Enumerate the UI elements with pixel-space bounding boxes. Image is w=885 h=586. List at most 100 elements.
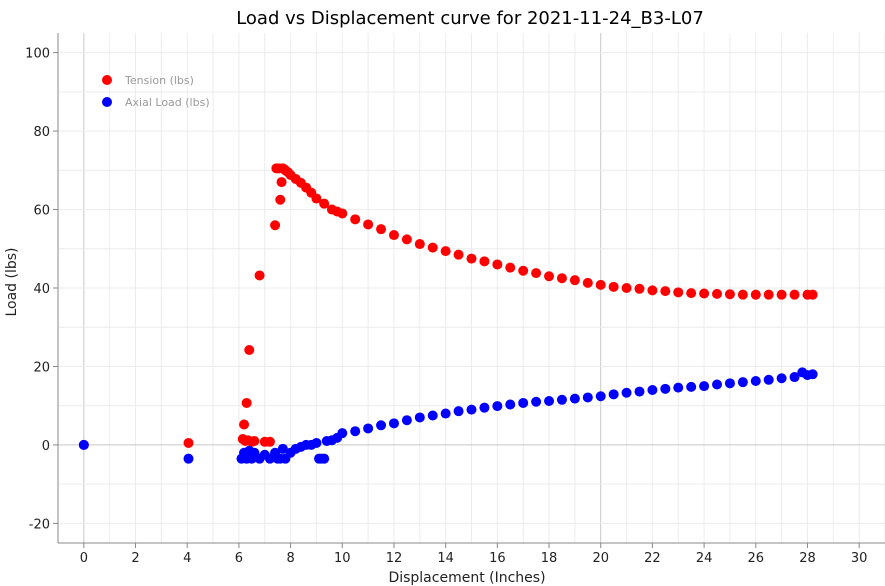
data-point bbox=[712, 379, 723, 390]
data-point bbox=[376, 224, 387, 235]
data-point bbox=[401, 234, 412, 245]
x-tick-label: 28 bbox=[799, 551, 816, 566]
data-point bbox=[608, 281, 619, 292]
data-point bbox=[363, 219, 374, 230]
grid bbox=[57, 33, 885, 543]
plot-area bbox=[78, 163, 818, 464]
data-point bbox=[621, 387, 632, 398]
y-tick-label: 20 bbox=[33, 360, 50, 375]
data-point bbox=[270, 220, 281, 231]
legend-label-axial-load: Axial Load (lbs) bbox=[125, 96, 210, 109]
data-point bbox=[750, 375, 761, 386]
data-point bbox=[660, 383, 671, 394]
y-tick-label: 0 bbox=[42, 439, 50, 454]
x-tick-label: 4 bbox=[183, 551, 191, 566]
data-point bbox=[518, 265, 529, 276]
y-tick-label: -20 bbox=[29, 517, 50, 532]
data-point bbox=[673, 382, 684, 393]
data-point bbox=[518, 397, 529, 408]
data-point bbox=[275, 194, 286, 205]
data-point bbox=[807, 289, 818, 300]
axes: 0 2 4 6 8 10 12 14 16 18 20 22 24 26 28 30-200204060801… bbox=[25, 33, 885, 566]
data-point bbox=[569, 275, 580, 286]
data-point bbox=[531, 268, 542, 279]
data-point bbox=[440, 408, 451, 419]
data-point bbox=[505, 399, 516, 410]
data-point bbox=[686, 381, 697, 392]
x-tick-label: 16 bbox=[489, 551, 506, 566]
legend-label-tension: Tension (lbs) bbox=[124, 74, 194, 87]
legend: Tension (lbs) Axial Load (lbs) bbox=[102, 74, 210, 109]
data-point bbox=[466, 253, 477, 264]
data-point bbox=[453, 406, 464, 417]
data-point bbox=[319, 453, 330, 464]
x-tick-label: 22 bbox=[644, 551, 661, 566]
legend-marker-tension bbox=[102, 75, 112, 85]
data-point bbox=[244, 344, 255, 355]
data-point bbox=[264, 436, 275, 447]
data-point bbox=[363, 423, 374, 434]
x-axis-title: Displacement (Inches) bbox=[388, 570, 545, 586]
series-tension bbox=[78, 163, 818, 450]
data-point bbox=[319, 198, 330, 209]
y-tick-label: 60 bbox=[33, 204, 50, 219]
data-point bbox=[276, 177, 287, 188]
x-tick-label: 24 bbox=[696, 551, 713, 566]
data-point bbox=[776, 289, 787, 300]
data-point bbox=[239, 419, 250, 430]
data-point bbox=[466, 404, 477, 415]
data-point bbox=[686, 288, 697, 299]
y-tick-label: 80 bbox=[33, 125, 50, 140]
x-tick-label: 18 bbox=[541, 551, 558, 566]
x-tick-label: 12 bbox=[386, 551, 403, 566]
data-point bbox=[479, 256, 490, 267]
data-point bbox=[750, 289, 761, 300]
data-point bbox=[427, 410, 438, 421]
data-point bbox=[807, 369, 818, 380]
data-point bbox=[311, 437, 322, 448]
data-point bbox=[311, 193, 322, 204]
x-tick-label: 20 bbox=[592, 551, 609, 566]
y-tick-label: 100 bbox=[25, 47, 50, 62]
data-point bbox=[699, 381, 710, 392]
chart-title: Load vs Displacement curve for 2021-11-2… bbox=[236, 8, 704, 29]
data-point bbox=[673, 287, 684, 298]
data-point bbox=[401, 415, 412, 426]
x-tick-label: 10 bbox=[334, 551, 351, 566]
data-point bbox=[241, 397, 252, 408]
y-axis-title: Load (lbs) bbox=[4, 247, 20, 316]
data-point bbox=[712, 288, 723, 299]
data-point bbox=[492, 259, 503, 270]
x-tick-label: 14 bbox=[437, 551, 454, 566]
data-point bbox=[249, 436, 260, 446]
data-point bbox=[699, 288, 710, 299]
data-point bbox=[595, 391, 606, 402]
data-point bbox=[492, 401, 503, 412]
data-point bbox=[647, 285, 658, 296]
data-point bbox=[183, 453, 194, 464]
data-point bbox=[608, 389, 619, 400]
data-point bbox=[440, 246, 451, 257]
data-point bbox=[724, 289, 735, 300]
data-point bbox=[544, 271, 555, 282]
x-tick-label: 30 bbox=[851, 551, 868, 566]
x-tick-label: 26 bbox=[748, 551, 765, 566]
data-point bbox=[254, 270, 265, 281]
data-point bbox=[621, 283, 632, 293]
x-tick-label: 6 bbox=[235, 551, 243, 566]
data-point bbox=[453, 249, 464, 260]
data-point bbox=[634, 386, 645, 397]
data-point bbox=[724, 378, 735, 389]
data-point bbox=[569, 393, 580, 404]
data-point bbox=[183, 437, 194, 448]
data-point bbox=[350, 426, 361, 437]
data-point bbox=[647, 385, 658, 395]
data-point bbox=[414, 239, 425, 250]
data-point bbox=[595, 279, 606, 290]
data-point bbox=[388, 418, 399, 429]
data-point bbox=[277, 443, 288, 454]
x-tick-label: 0 bbox=[80, 551, 88, 566]
data-point bbox=[78, 439, 89, 450]
